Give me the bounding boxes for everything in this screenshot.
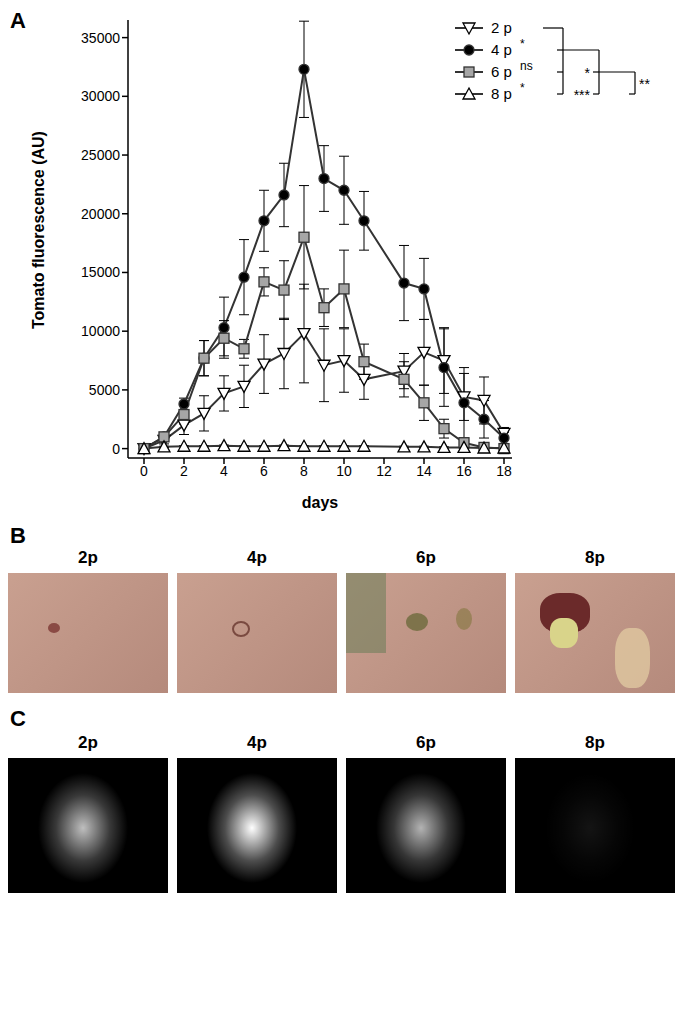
svg-text:4: 4 xyxy=(220,463,228,479)
svg-text:25000: 25000 xyxy=(81,147,120,163)
svg-text:14: 14 xyxy=(416,463,432,479)
svg-text:***: *** xyxy=(574,87,591,103)
svg-text:Tomato fluorescence (AU): Tomato fluorescence (AU) xyxy=(30,131,47,329)
svg-text:16: 16 xyxy=(456,463,472,479)
html-text:4p: 4p xyxy=(247,733,267,752)
html-text:4p: 4p xyxy=(247,548,267,567)
svg-text:6: 6 xyxy=(260,463,268,479)
html-text:B: B xyxy=(10,523,26,548)
svg-text:0: 0 xyxy=(140,463,148,479)
svg-text:0: 0 xyxy=(112,441,120,457)
svg-text:15000: 15000 xyxy=(81,264,120,280)
svg-text:2 p: 2 p xyxy=(491,19,512,36)
svg-text:6 p: 6 p xyxy=(491,63,512,80)
svg-text:10000: 10000 xyxy=(81,323,120,339)
svg-text:20000: 20000 xyxy=(81,206,120,222)
svg-text:8 p: 8 p xyxy=(491,85,512,102)
svg-text:days: days xyxy=(302,494,339,511)
html-text:A: A xyxy=(10,8,26,33)
svg-text:*: * xyxy=(520,81,525,95)
svg-text:ns: ns xyxy=(520,59,533,73)
html-text:8p: 8p xyxy=(585,733,605,752)
svg-text:18: 18 xyxy=(496,463,512,479)
svg-text:4 p: 4 p xyxy=(491,41,512,58)
svg-text:*: * xyxy=(520,37,525,51)
svg-text:10: 10 xyxy=(336,463,352,479)
svg-text:12: 12 xyxy=(376,463,392,479)
svg-text:2: 2 xyxy=(180,463,188,479)
html-text:6p: 6p xyxy=(416,548,436,567)
svg-text:8: 8 xyxy=(300,463,308,479)
svg-text:30000: 30000 xyxy=(81,88,120,104)
html-text:2p: 2p xyxy=(78,548,98,567)
html-text:8p: 8p xyxy=(585,548,605,567)
html-text:C: C xyxy=(10,706,26,731)
html-text:6p: 6p xyxy=(416,733,436,752)
html-text:2p: 2p xyxy=(78,733,98,752)
svg-text:**: ** xyxy=(639,76,650,92)
svg-text:*: * xyxy=(585,65,591,81)
svg-text:35000: 35000 xyxy=(81,30,120,46)
svg-text:5000: 5000 xyxy=(89,382,120,398)
